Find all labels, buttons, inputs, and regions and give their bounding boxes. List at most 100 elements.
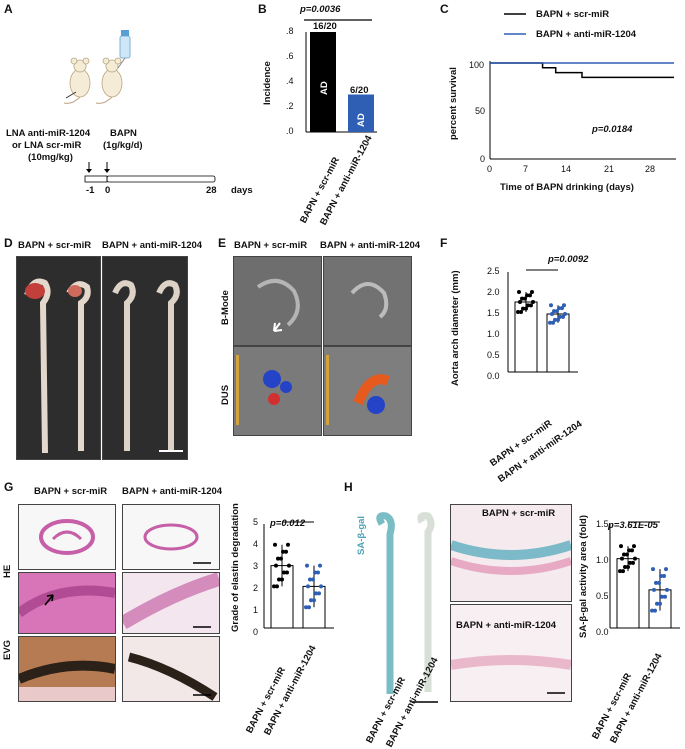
b-bar-2 [348,94,374,132]
b-bar1-ad: AD [319,81,330,95]
h-point [625,552,629,557]
panel-label-g: G [4,480,14,494]
c-xtick-7: 7 [523,164,529,174]
f-point [516,310,520,314]
b-frac-2: 6/20 [350,85,369,96]
c-xtick-0: 0 [487,164,493,174]
h-point [663,594,667,599]
f-ytick-5: 2.5 [487,266,500,276]
h-ytick-1: 0.5 [596,591,609,601]
g-point [316,570,320,575]
h-point [630,548,634,553]
c-ytick-0: 0 [480,154,486,164]
f-point [550,312,554,316]
h-point [620,556,624,561]
f-point [528,293,532,298]
f-point [548,320,552,325]
b-ytick-1: .2 [286,101,294,111]
h-point [652,587,656,592]
h-point [657,580,661,585]
h-inset-scr-miR [449,504,573,602]
g-evg-scr-miR [17,636,117,702]
e-bmode-scr-miR [233,256,322,346]
g-ylabel: Grade of elastin degradation [230,503,241,632]
f-point [518,300,522,304]
f-point [561,314,565,319]
h-point [654,580,658,585]
g-point [313,570,317,575]
h-point [632,544,636,549]
g-point [312,598,316,603]
f-point [560,306,564,311]
g-he-low-scr-miR [18,504,116,570]
b-ytick-4: .8 [286,26,294,36]
g-pvalue: p=0.012 [270,518,306,529]
e-col-1: BAPN + scr-miR [234,240,308,251]
c-xtick-14: 14 [561,164,572,174]
tick-minus1: -1 [86,185,95,196]
g-evg-anti-miR [122,636,220,702]
g-point [285,570,289,575]
f-pvalue: p=0.0092 [548,254,589,265]
g-ytick-0: 0 [253,627,259,637]
g-row-evg: EVG [2,639,13,660]
g-point [273,542,277,547]
g-point [280,577,284,582]
days-label: days [231,185,253,196]
e-dus-scr-miR [233,346,322,436]
g-point [317,591,321,596]
h-point [621,569,625,574]
f-ytick-3: 1.5 [487,308,500,318]
c-series-1 [490,62,674,79]
g-point [272,584,276,589]
b-ytick-0: .0 [286,126,294,136]
g-point [319,584,323,589]
h-point [650,608,654,613]
f-point [517,290,521,294]
g-point [287,563,291,568]
h-point [633,556,637,561]
g-point [277,577,281,582]
g-he-low-anti-miR [122,504,220,570]
g-ytick-2: 2 [253,583,259,593]
panel-label-f: F [440,236,448,250]
e-dus-anti-miR [323,346,412,436]
g-ytick-3: 3 [253,561,259,571]
f-point [523,296,527,301]
g-point [279,556,283,561]
g-scatter-chart [263,521,334,629]
c-legend-2: BAPN + anti-miR-1204 [536,29,637,40]
aorta-photo-anti-miR [102,256,188,460]
f-ytick-2: 1.0 [487,329,500,339]
h-inset-anti-miR [450,604,572,702]
treatment-label-1: LNA anti-miR-1204 [6,128,91,139]
h-point [623,564,627,569]
c-survival-chart [489,61,676,160]
g-point [307,605,311,610]
f-point [526,303,530,308]
h-point [626,564,630,569]
f-ytick-4: 2.0 [487,287,500,297]
h-point [659,574,663,578]
g-ytick-4: 4 [253,539,259,549]
h-inset-label-2: BAPN + anti-miR-1204 [456,620,557,631]
e-row-2: DUS [220,384,231,405]
f-point [525,293,529,298]
panel-label-c: C [440,2,449,16]
c-ytick-100: 100 [469,60,485,70]
h-point [619,544,623,549]
e-col-2: BAPN + anti-miR-1204 [320,240,421,251]
h-ytick-0: 0.0 [596,627,609,637]
g-point [281,549,285,554]
g-point [306,584,310,589]
g-point [282,570,286,575]
h-ylabel: SA-β-gal activity area (fold) [578,515,589,638]
tick-28: 28 [206,185,217,196]
b-bar2-ad: AD [356,113,367,127]
h-inset-label-1: BAPN + scr-miR [482,508,556,519]
f-point [529,303,533,308]
g-point [275,584,279,589]
f-point [519,310,523,314]
g-ytick-5: 5 [253,517,259,527]
e-row-1: B-Mode [220,290,231,325]
